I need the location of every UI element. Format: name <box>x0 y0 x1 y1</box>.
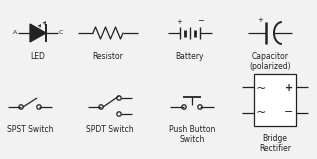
Text: +: + <box>257 17 263 23</box>
Text: Push Button
Switch: Push Button Switch <box>169 125 215 144</box>
Text: Battery: Battery <box>176 52 204 61</box>
Text: LED: LED <box>30 52 45 61</box>
Polygon shape <box>30 24 46 42</box>
Text: Capacitor
(polarized): Capacitor (polarized) <box>249 52 291 71</box>
Text: SPDT Switch: SPDT Switch <box>86 125 134 134</box>
Text: ~: ~ <box>256 82 266 94</box>
Text: +: + <box>285 83 293 93</box>
Text: ~: ~ <box>256 106 266 118</box>
Text: C: C <box>59 31 63 35</box>
Text: −: − <box>284 107 294 117</box>
Bar <box>254 74 296 126</box>
Text: Resistor: Resistor <box>93 52 123 61</box>
Text: SPST Switch: SPST Switch <box>7 125 53 134</box>
Text: Bridge
Rectifier: Bridge Rectifier <box>259 134 291 153</box>
Text: +: + <box>176 19 182 25</box>
Text: −: − <box>197 16 204 25</box>
Text: A: A <box>13 31 17 35</box>
